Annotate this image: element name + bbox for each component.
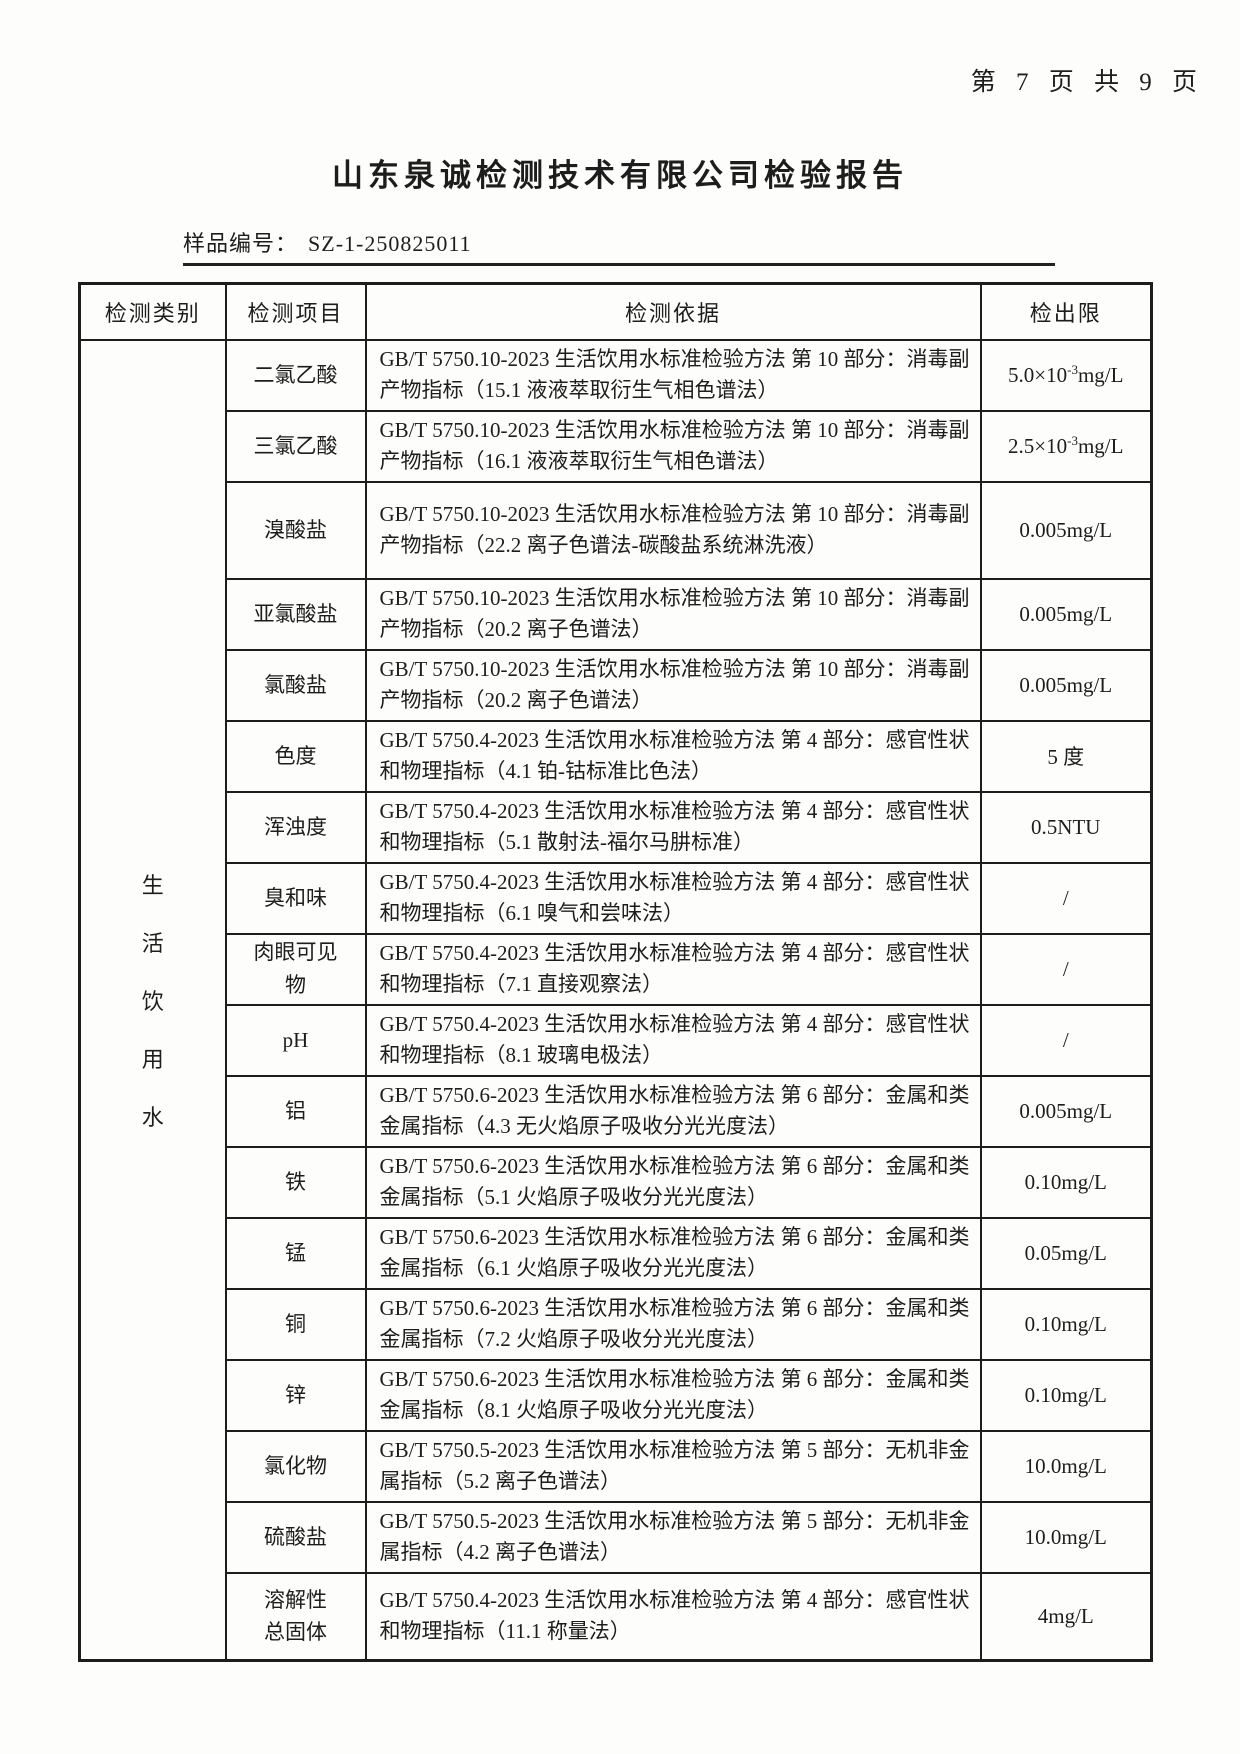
- item-cell: pH: [224, 1003, 367, 1077]
- item-cell: 色度: [224, 719, 367, 793]
- item-cell: 亚氯酸盐: [224, 577, 367, 651]
- table-row: 肉眼可见 物 GB/T 5750.4-2023 生活饮用水标准检验方法 第 4 部…: [80, 932, 1153, 1006]
- limit-cell: 5 度: [979, 719, 1153, 793]
- limit-cell: 10.0mg/L: [979, 1500, 1153, 1574]
- limit-cell: 0.005mg/L: [979, 577, 1153, 651]
- table-row: 色度 GB/T 5750.4-2023 生活饮用水标准检验方法 第 4 部分：感官…: [80, 719, 1153, 793]
- table-row: pH GB/T 5750.4-2023 生活饮用水标准检验方法 第 4 部分：感官…: [80, 1003, 1153, 1077]
- table-row: 铝 GB/T 5750.6-2023 生活饮用水标准检验方法 第 6 部分：金属和…: [80, 1074, 1153, 1148]
- table-row: 溴酸盐 GB/T 5750.10-2023 生活饮用水标准检验方法 第 10 部分…: [80, 480, 1153, 580]
- method-cell: GB/T 5750.6-2023 生活饮用水标准检验方法 第 6 部分：金属和类…: [364, 1074, 982, 1148]
- limit-cell: 5.0×10-3mg/L: [979, 338, 1153, 412]
- header-method: 检测依据: [364, 282, 982, 341]
- item-cell: 铜: [224, 1287, 367, 1361]
- method-cell: GB/T 5750.6-2023 生活饮用水标准检验方法 第 6 部分：金属和类…: [364, 1358, 982, 1432]
- limit-cell: 10.0mg/L: [979, 1429, 1153, 1503]
- category-char: 生: [141, 872, 164, 898]
- header-limit: 检出限: [979, 282, 1153, 341]
- item-cell: 氯酸盐: [224, 648, 367, 722]
- sample-number-label: 样品编号：: [183, 231, 299, 256]
- table-row: 生活饮用水二氯乙酸 GB/T 5750.10-2023 生活饮用水标准检验方法 第…: [78, 338, 1153, 1662]
- page-title: 山东泉诚检测技术有限公司检验报告: [332, 158, 908, 193]
- limit-cell: 0.005mg/L: [979, 648, 1153, 722]
- item-cell: 三氯乙酸: [224, 409, 367, 483]
- table-row: 氯酸盐 GB/T 5750.10-2023 生活饮用水标准检验方法 第 10 部分…: [80, 648, 1153, 722]
- item-cell: 锰: [224, 1216, 367, 1290]
- item-cell: 铝: [224, 1074, 367, 1148]
- table-row: 浑浊度 GB/T 5750.4-2023 生活饮用水标准检验方法 第 4 部分：感…: [80, 790, 1153, 864]
- limit-cell: 0.10mg/L: [979, 1358, 1153, 1432]
- limit-cell: /: [979, 1003, 1153, 1077]
- item-cell: 浑浊度: [224, 790, 367, 864]
- method-cell: GB/T 5750.4-2023 生活饮用水标准检验方法 第 4 部分：感官性状…: [364, 932, 982, 1006]
- item-cell: 臭和味: [224, 861, 367, 935]
- item-cell: 铁: [224, 1145, 367, 1219]
- method-cell: GB/T 5750.10-2023 生活饮用水标准检验方法 第 10 部分：消毒…: [364, 480, 982, 580]
- method-cell: GB/T 5750.4-2023 生活饮用水标准检验方法 第 4 部分：感官性状…: [364, 790, 982, 864]
- sample-number-value: SZ-1-250825011: [308, 231, 472, 256]
- table-row: 硫酸盐 GB/T 5750.5-2023 生活饮用水标准检验方法 第 5 部分：无…: [80, 1500, 1153, 1574]
- limit-exponent: -3: [1067, 361, 1078, 377]
- limit-cell: 0.005mg/L: [979, 1074, 1153, 1148]
- table-row: 臭和味 GB/T 5750.4-2023 生活饮用水标准检验方法 第 4 部分：感…: [80, 861, 1153, 935]
- method-cell: GB/T 5750.4-2023 生活饮用水标准检验方法 第 4 部分：感官性状…: [364, 861, 982, 935]
- category-vertical-text: 生活饮用水: [82, 868, 224, 1132]
- table-row: 氯化物 GB/T 5750.5-2023 生活饮用水标准检验方法 第 5 部分：无…: [80, 1429, 1153, 1503]
- method-cell: GB/T 5750.4-2023 生活饮用水标准检验方法 第 4 部分：感官性状…: [364, 719, 982, 793]
- limit-cell: 0.10mg/L: [979, 1287, 1153, 1361]
- item-cell: 氯化物: [224, 1429, 367, 1503]
- limit-cell: /: [979, 861, 1153, 935]
- category-char: 饮: [141, 988, 164, 1014]
- limit-cell: /: [979, 932, 1153, 1006]
- table-row: 锌 GB/T 5750.6-2023 生活饮用水标准检验方法 第 6 部分：金属和…: [80, 1358, 1153, 1432]
- method-cell: GB/T 5750.6-2023 生活饮用水标准检验方法 第 6 部分：金属和类…: [364, 1145, 982, 1219]
- limit-cell: 0.05mg/L: [979, 1216, 1153, 1290]
- page-indicator: 第 7 页 共 9 页: [970, 69, 1204, 96]
- method-cell: GB/T 5750.6-2023 生活饮用水标准检验方法 第 6 部分：金属和类…: [364, 1287, 982, 1361]
- table-row: 锰 GB/T 5750.6-2023 生活饮用水标准检验方法 第 6 部分：金属和…: [80, 1216, 1153, 1290]
- item-cell: 硫酸盐: [224, 1500, 367, 1574]
- limit-cell: 0.10mg/L: [979, 1145, 1153, 1219]
- method-cell: GB/T 5750.6-2023 生活饮用水标准检验方法 第 6 部分：金属和类…: [364, 1216, 982, 1290]
- header-category: 检测类别: [78, 282, 227, 341]
- category-char: 用: [141, 1046, 164, 1072]
- limit-exponent: -3: [1067, 432, 1078, 448]
- method-cell: GB/T 5750.4-2023 生活饮用水标准检验方法 第 4 部分：感官性状…: [364, 1571, 982, 1662]
- category-char: 水: [141, 1104, 164, 1130]
- sample-number-line: 样品编号： SZ-1-250825011: [183, 226, 1055, 266]
- item-cell: 二氯乙酸: [224, 338, 367, 412]
- table-row: 溶解性 总固体 GB/T 5750.4-2023 生活饮用水标准检验方法 第 4 …: [80, 1571, 1153, 1662]
- table-header-row: 检测类别 检测项目 检测依据 检出限: [78, 282, 1153, 341]
- method-cell: GB/T 5750.5-2023 生活饮用水标准检验方法 第 5 部分：无机非金…: [364, 1429, 982, 1503]
- item-cell: 溴酸盐: [224, 480, 367, 580]
- method-cell: GB/T 5750.10-2023 生活饮用水标准检验方法 第 10 部分：消毒…: [364, 338, 982, 412]
- test-report-table: 检测类别 检测项目 检测依据 检出限 生活饮用水二氯乙酸 GB/T 5750.10…: [78, 282, 1153, 1662]
- limit-cell: 0.005mg/L: [979, 480, 1153, 580]
- item-cell: 肉眼可见 物: [224, 932, 367, 1006]
- table-row: 铁 GB/T 5750.6-2023 生活饮用水标准检验方法 第 6 部分：金属和…: [80, 1145, 1153, 1219]
- limit-cell: 4mg/L: [979, 1571, 1153, 1662]
- table-row: 铜 GB/T 5750.6-2023 生活饮用水标准检验方法 第 6 部分：金属和…: [80, 1287, 1153, 1361]
- table-row: 三氯乙酸 GB/T 5750.10-2023 生活饮用水标准检验方法 第 10 部…: [80, 409, 1153, 483]
- method-cell: GB/T 5750.4-2023 生活饮用水标准检验方法 第 4 部分：感官性状…: [364, 1003, 982, 1077]
- method-cell: GB/T 5750.10-2023 生活饮用水标准检验方法 第 10 部分：消毒…: [364, 409, 982, 483]
- method-cell: GB/T 5750.10-2023 生活饮用水标准检验方法 第 10 部分：消毒…: [364, 577, 982, 651]
- item-cell: 溶解性 总固体: [224, 1571, 367, 1662]
- item-cell: 锌: [224, 1358, 367, 1432]
- table-row: 亚氯酸盐 GB/T 5750.10-2023 生活饮用水标准检验方法 第 10 部…: [80, 577, 1153, 651]
- method-cell: GB/T 5750.10-2023 生活饮用水标准检验方法 第 10 部分：消毒…: [364, 648, 982, 722]
- limit-cell: 0.5NTU: [979, 790, 1153, 864]
- category-char: 活: [141, 930, 164, 956]
- category-cell: 生活饮用水: [78, 338, 227, 1662]
- table-body: 生活饮用水二氯乙酸 GB/T 5750.10-2023 生活饮用水标准检验方法 第…: [78, 338, 1153, 1662]
- header-item: 检测项目: [224, 282, 367, 341]
- method-cell: GB/T 5750.5-2023 生活饮用水标准检验方法 第 5 部分：无机非金…: [364, 1500, 982, 1574]
- limit-cell: 2.5×10-3mg/L: [979, 409, 1153, 483]
